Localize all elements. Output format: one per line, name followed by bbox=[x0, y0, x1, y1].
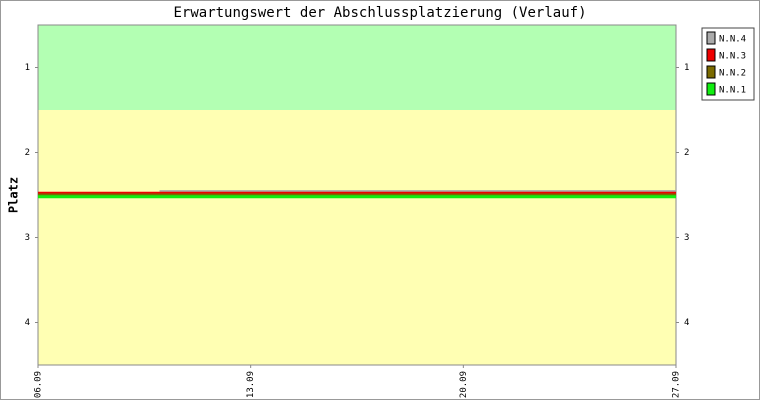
y-tick-label-right: 2 bbox=[684, 148, 689, 158]
legend-swatch bbox=[706, 65, 716, 79]
y-tick-label: 2 bbox=[25, 148, 30, 158]
legend-label: N.N.2 bbox=[719, 69, 746, 79]
legend-label: N.N.4 bbox=[719, 35, 746, 45]
x-tick-label: 27.09 bbox=[672, 371, 682, 398]
background-band bbox=[38, 110, 676, 365]
legend-swatch bbox=[706, 31, 716, 45]
x-tick-label: 13.09 bbox=[246, 371, 256, 398]
chart-title: Erwartungswert der Abschlussplatzierung … bbox=[173, 5, 586, 21]
y-tick-label-right: 4 bbox=[684, 318, 689, 328]
y-tick-label: 4 bbox=[25, 318, 30, 328]
legend-swatch bbox=[706, 82, 716, 96]
x-tick-label: 20.09 bbox=[459, 371, 469, 398]
x-tick-label: 06.09 bbox=[34, 371, 44, 398]
background-band bbox=[38, 25, 676, 110]
y-axis-title: Platz bbox=[7, 177, 21, 213]
y-tick-label-right: 3 bbox=[684, 233, 689, 243]
y-tick-label-right: 1 bbox=[684, 63, 689, 73]
legend-swatch bbox=[706, 48, 716, 62]
legend-label: N.N.1 bbox=[719, 86, 746, 96]
legend-label: N.N.3 bbox=[719, 52, 746, 62]
y-tick-label: 1 bbox=[25, 63, 30, 73]
y-tick-label: 3 bbox=[25, 233, 30, 243]
